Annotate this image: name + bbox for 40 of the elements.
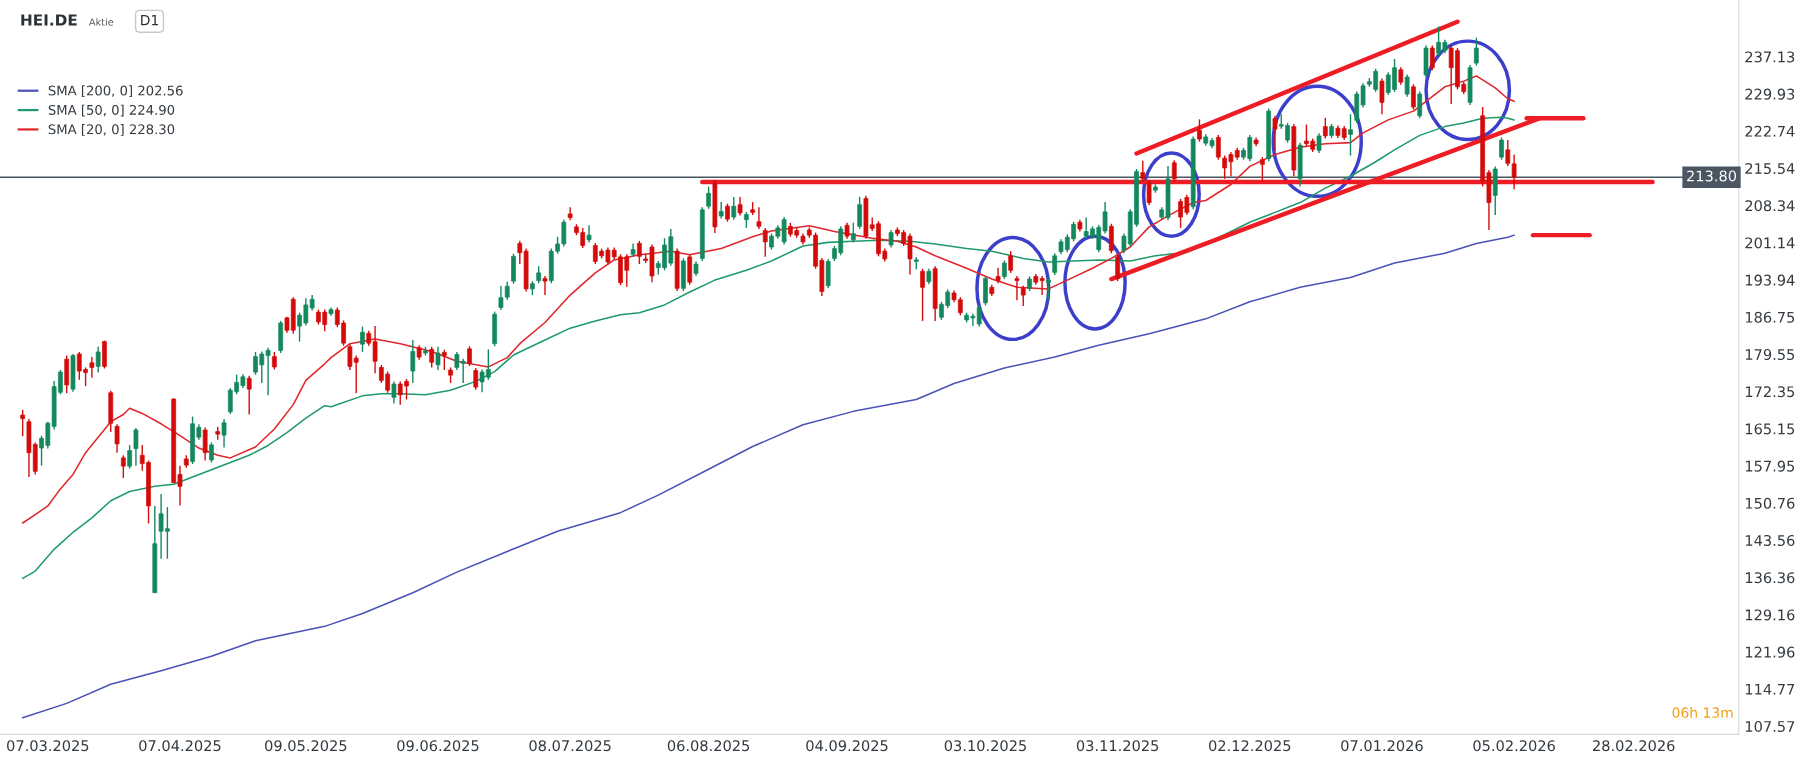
x-tick-label: 04.09.2025 xyxy=(806,740,888,752)
x-tick-label: 03.11.2025 xyxy=(1076,740,1159,752)
y-tick-label: 165.15 xyxy=(1745,423,1795,435)
x-tick-label: 09.05.2025 xyxy=(265,740,347,752)
legend-label: SMA [50, 0] 224.90 xyxy=(48,104,175,117)
x-tick-label: 05.02.2026 xyxy=(1473,740,1555,752)
y-tick-label: 121.96 xyxy=(1745,646,1795,658)
x-tick-label: 07.01.2026 xyxy=(1341,740,1423,752)
ref-line-label: 213.80 xyxy=(1687,170,1737,182)
annotation: 06h 13m xyxy=(1672,707,1733,718)
y-tick-label: 150.76 xyxy=(1745,497,1795,509)
x-tick-label: 28.02.2026 xyxy=(1593,740,1675,752)
y-tick-label: 215.54 xyxy=(1745,162,1795,175)
x-tick-label: 07.03.2025 xyxy=(7,740,89,752)
text: Aktie xyxy=(89,18,114,26)
legend-label: SMA [200, 0] 202.56 xyxy=(48,85,183,98)
y-tick-label: 208.34 xyxy=(1745,200,1795,212)
y-tick-label: 136.36 xyxy=(1745,572,1795,584)
y-tick-label: 114.77 xyxy=(1745,683,1795,695)
y-tick-label: 222.74 xyxy=(1745,125,1795,137)
y-tick-label: 107.57 xyxy=(1745,720,1795,732)
text: HEI.DE xyxy=(21,14,77,26)
legend-label: SMA [20, 0] 228.30 xyxy=(48,124,175,136)
y-tick-label: 193.94 xyxy=(1745,274,1795,286)
y-tick-label: 172.35 xyxy=(1745,386,1795,398)
y-tick-label: 143.56 xyxy=(1745,534,1795,546)
y-tick-label: 157.95 xyxy=(1745,460,1795,472)
annotation: D1 xyxy=(141,15,158,26)
x-tick-label: 09.06.2025 xyxy=(397,740,479,752)
x-tick-label: 07.04.2025 xyxy=(139,740,221,752)
y-tick-label: 229.93 xyxy=(1745,88,1795,100)
y-tick-label: 129.16 xyxy=(1745,609,1795,621)
y-tick-label: 186.75 xyxy=(1745,311,1795,323)
y-tick-label: 201.14 xyxy=(1745,237,1795,249)
y-tick-label: 237.13 xyxy=(1745,51,1795,63)
x-tick-label: 06.08.2025 xyxy=(667,740,750,752)
x-tick-label: 02.12.2025 xyxy=(1209,740,1291,752)
x-tick-label: 03.10.2025 xyxy=(944,740,1026,752)
x-tick-label: 08.07.2025 xyxy=(529,740,611,752)
y-tick-label: 179.55 xyxy=(1745,348,1795,361)
